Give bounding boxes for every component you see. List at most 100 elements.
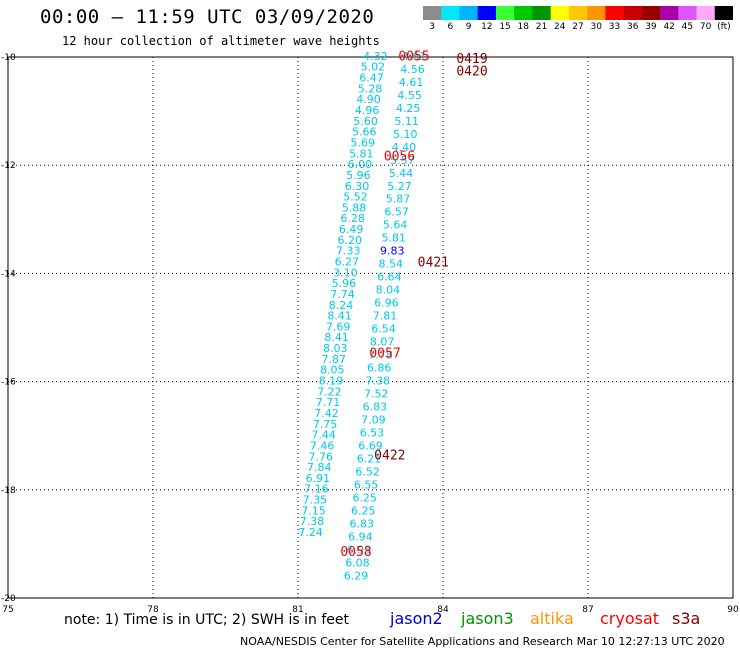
colorbar-label: (ft) <box>717 22 731 32</box>
swh-value-s3a: 4.61 <box>399 76 424 89</box>
pass-time-label: 0420 <box>456 65 487 80</box>
swh-value-cryosat: 5.69 <box>351 136 376 149</box>
swh-value-s3a: 6.69 <box>358 439 383 452</box>
swh-value-cryosat: 7.42 <box>314 407 339 420</box>
swh-value-s3a: 7.38 <box>366 375 391 388</box>
colorbar-label: 45 <box>681 22 694 32</box>
swh-value-s3a: 5.81 <box>381 232 406 245</box>
swh-value-cryosat: 7.44 <box>311 429 336 442</box>
pass-time-label: 0419 <box>456 52 487 67</box>
swh-value-cryosat: 7.71 <box>316 396 341 409</box>
x-tick-label: 75 <box>2 605 13 615</box>
x-tick-label: 78 <box>147 605 159 615</box>
swh-value-s3a: 4.55 <box>397 89 422 102</box>
swh-value-s3a: 5.10 <box>393 128 418 141</box>
colorbar-label: 21 <box>535 22 548 32</box>
colorbar-label: 12 <box>481 22 493 32</box>
swh-value-cryosat: 7.33 <box>336 245 361 258</box>
x-tick-label: 81 <box>292 605 303 615</box>
colorbar-swatch <box>495 6 515 20</box>
colorbar-label: 18 <box>517 22 530 32</box>
colorbar-label: 42 <box>663 22 675 32</box>
swh-value-cryosat: 6.49 <box>339 223 364 236</box>
swh-value-cryosat: 5.66 <box>352 126 377 139</box>
swh-value-s3a: 6.94 <box>348 530 373 543</box>
swh-value-s3a: 6.52 <box>355 465 380 478</box>
colorbar-swatch <box>477 6 497 20</box>
swh-value-s3a: 8.54 <box>379 258 404 271</box>
swh-value-cryosat: 7.69 <box>326 320 351 333</box>
pass-time-label: 0421 <box>418 255 449 270</box>
colorbar-label: 33 <box>608 22 621 32</box>
legend-altika: altika <box>530 609 574 628</box>
swh-value-cryosat: 5.88 <box>342 201 367 214</box>
swh-value-cryosat: 7.16 <box>304 483 329 496</box>
swh-value-cryosat: 5.60 <box>353 115 378 128</box>
swh-value-s3a: 6.86 <box>367 362 392 375</box>
swh-value-cryosat: 8.19 <box>319 375 344 388</box>
colorbar-label: 9 <box>465 22 472 32</box>
swh-value-cryosat: 7.76 <box>308 450 333 463</box>
pass-time-label: 0056 <box>384 149 415 164</box>
swh-value-s3a: 4.56 <box>400 63 425 76</box>
y-tick-label: -12 <box>1 161 16 171</box>
x-tick-label: 87 <box>582 605 593 615</box>
chart-title: 00:00 — 11:59 UTC 03/09/2020 <box>40 6 375 28</box>
legend-cryosat: cryosat <box>600 609 660 628</box>
swh-value-cryosat: 8.41 <box>327 310 352 323</box>
swh-value-s3a: 4.61 <box>402 50 427 63</box>
swh-value-cryosat: 8.03 <box>323 342 348 355</box>
swh-value-cryosat: 5.96 <box>332 277 357 290</box>
colorbar-swatch <box>568 6 588 20</box>
swh-value-cryosat: 4.96 <box>355 104 380 117</box>
x-tick-label: 90 <box>727 605 739 615</box>
swh-value-cryosat: 7.35 <box>303 494 328 507</box>
pass-time-label: 0055 <box>398 49 429 64</box>
colorbar-labels: 3 6 9 12 15 18 21 24 27 30 33 36 39 42 45 70 (ft) <box>423 22 733 36</box>
swh-value-cryosat: 5.96 <box>346 169 371 182</box>
colorbar-label: 39 <box>645 22 657 32</box>
colorbar-label: 30 <box>590 22 602 32</box>
swh-value-s3a: 8.07 <box>370 336 395 349</box>
colorbar-swatch <box>623 6 643 20</box>
swh-value-cryosat: 6.30 <box>345 180 370 193</box>
swh-value-s3a: 6.25 <box>351 504 376 517</box>
swh-value-s3a: 6.21 <box>357 452 382 465</box>
colorbar-swatch <box>550 6 570 20</box>
swh-value-s3a: 5.44 <box>389 167 414 180</box>
footer-credit: NOAA/NESDIS Center for Satellite Applica… <box>240 635 725 648</box>
legend-s3a: s3a <box>672 609 701 628</box>
swh-value-cryosat: 7.46 <box>310 439 335 452</box>
swh-value-s3a: 7.52 <box>364 388 389 401</box>
swh-value-cryosat: 7.24 <box>298 526 323 539</box>
colorbar-swatch <box>714 6 733 20</box>
swh-value-s3a: 4.25 <box>396 102 421 115</box>
swh-value-cryosat: 7.22 <box>317 385 342 398</box>
swh-value-cryosat: 7.74 <box>330 288 355 301</box>
swh-value-cryosat: 5.81 <box>349 147 374 160</box>
y-tick-label: -20 <box>1 594 16 604</box>
swh-value-s3a: 7.09 <box>361 413 386 426</box>
swh-value-s3a: 6.08 <box>345 556 370 569</box>
colorbar-label: 70 <box>699 22 712 32</box>
swh-value-cryosat: 7.84 <box>307 461 332 474</box>
colorbar-label: 36 <box>626 22 639 32</box>
swh-value-s3a: 6.29 <box>344 569 369 582</box>
x-tick-label: 84 <box>437 605 449 615</box>
swh-value-cryosat: 6.27 <box>335 255 360 268</box>
swh-value-cryosat: 4.32 <box>363 50 388 63</box>
swh-value-s3a: 5.57 <box>390 154 415 167</box>
y-tick-label: -16 <box>1 378 16 388</box>
swh-value-s3a: 5.11 <box>395 115 420 128</box>
colorbar-label: 15 <box>499 22 511 32</box>
swh-value-cryosat: 8.05 <box>320 364 345 377</box>
swh-value-cryosat: 7.15 <box>301 504 326 517</box>
legend-jason3: jason3 <box>461 609 514 628</box>
swh-value-cryosat: 5.52 <box>343 191 368 204</box>
swh-value-s3a: 8.04 <box>376 284 401 297</box>
swh-value-s3a: 6.57 <box>384 206 409 219</box>
swh-value-s3a: 6.64 <box>377 271 402 284</box>
swh-value-s3a: 6.96 <box>374 297 399 310</box>
colorbar-swatch <box>423 6 442 20</box>
